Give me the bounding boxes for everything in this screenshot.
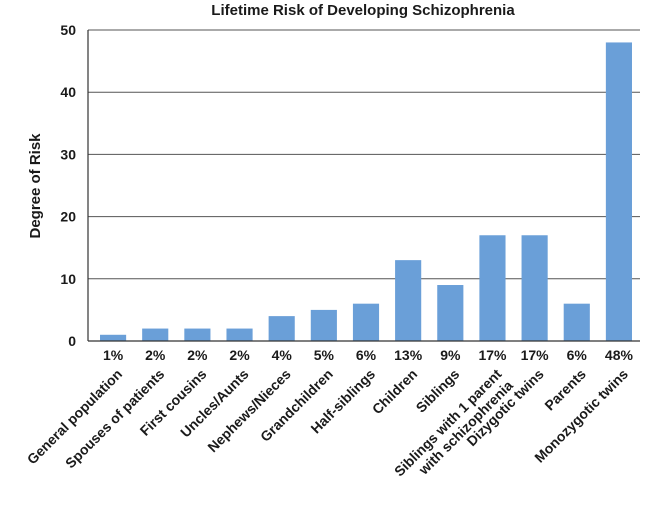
- axes: [87, 30, 640, 342]
- bar: [184, 328, 211, 341]
- bar: [521, 235, 548, 341]
- data-label: 4%: [272, 347, 293, 363]
- y-axis-label: Degree of Risk: [27, 133, 44, 239]
- data-label: 5%: [314, 347, 335, 363]
- bar: [605, 42, 632, 341]
- y-tick-label: 10: [60, 271, 76, 287]
- data-label: 6%: [567, 347, 588, 363]
- bar: [142, 328, 169, 341]
- bar: [100, 334, 127, 341]
- data-label: 2%: [229, 347, 250, 363]
- x-tick-label: Grandchildren: [257, 366, 336, 445]
- data-label: 13%: [394, 347, 423, 363]
- data-label: 1%: [103, 347, 124, 363]
- bars: [100, 42, 632, 341]
- bar: [563, 303, 590, 341]
- x-tick-label-line: Grandchildren: [257, 366, 336, 445]
- x-tick-label-line: Children: [369, 366, 420, 417]
- gridlines: [88, 29, 640, 280]
- chart-title: Lifetime Risk of Developing Schizophreni…: [211, 2, 515, 19]
- y-tick-label: 30: [60, 146, 76, 162]
- y-tick-label: 20: [60, 209, 76, 225]
- y-tick-label: 40: [60, 84, 76, 100]
- bar: [479, 235, 506, 341]
- data-label: 17%: [478, 347, 507, 363]
- data-labels: 1% 2% 2% 2% 4% 5% 6% 13% 9% 17% 17% 6% 48%: [103, 347, 634, 363]
- data-label: 6%: [356, 347, 377, 363]
- y-tick-labels: 0 10 20 30 40 50: [60, 22, 76, 349]
- bar: [226, 328, 253, 341]
- data-label: 2%: [145, 347, 166, 363]
- data-label: 2%: [187, 347, 208, 363]
- data-label: 17%: [521, 347, 550, 363]
- y-tick-label: 0: [68, 333, 76, 349]
- data-label: 9%: [440, 347, 461, 363]
- bar: [395, 260, 422, 341]
- data-label: 48%: [605, 347, 634, 363]
- bar: [437, 285, 464, 341]
- y-tick-label: 50: [60, 22, 76, 38]
- bar: [310, 309, 337, 341]
- bar: [352, 303, 380, 341]
- bar: [268, 316, 295, 341]
- x-tick-label: Children: [369, 366, 420, 417]
